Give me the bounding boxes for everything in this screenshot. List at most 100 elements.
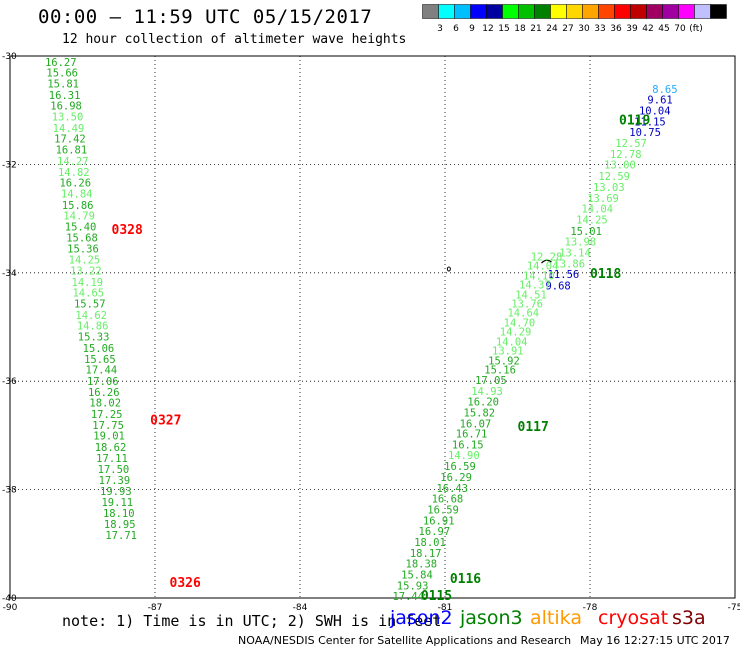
wave-height-value: 18.01: [414, 537, 446, 549]
wave-height-value: 14.51: [515, 289, 547, 301]
lat-tick-label: -36: [2, 377, 17, 387]
wave-height-value: 18.95: [104, 519, 136, 531]
map-subtitle: 12 hour collection of altimeter wave hei…: [62, 32, 407, 47]
lat-tick-label: -30: [2, 52, 17, 62]
wave-height-value: 15.36: [67, 244, 99, 256]
wave-height-value: 13.50: [52, 111, 84, 123]
lon-tick-label: -81: [438, 603, 453, 612]
lon-tick-label: -84: [293, 603, 308, 612]
wave-height-value: 14.49: [53, 123, 85, 135]
wave-height-value: 14.10: [523, 270, 555, 282]
colorbar-label: 24: [546, 24, 558, 34]
wave-height-value: 13.14: [559, 248, 591, 260]
wave-height-value: 15.82: [464, 407, 496, 419]
wave-height-value: 16.81: [56, 145, 88, 157]
wave-height-value: 18.02: [89, 398, 121, 410]
wave-height-value: 15.65: [84, 354, 116, 366]
wave-height-value: 15.33: [78, 332, 110, 344]
wave-height-value: 14.62: [75, 310, 107, 322]
pass-label: 0116: [450, 572, 481, 587]
wave-height-value: 8.65: [652, 84, 677, 96]
colorbar-label: 21: [530, 24, 541, 34]
wave-height-value: 15.81: [47, 78, 79, 90]
island-outline: [541, 259, 552, 264]
wave-height-value: 15.06: [83, 343, 115, 355]
colorbar-label: 45: [658, 24, 669, 34]
wave-height-value: 18.62: [95, 442, 127, 454]
wave-height-value: 14.04: [527, 261, 559, 273]
wave-height-value: 15.40: [65, 222, 97, 234]
lon-tick-label: -90: [3, 603, 18, 612]
wave-height-value: 12.59: [598, 171, 630, 183]
wave-height-value: 13.98: [565, 237, 597, 249]
pass-label: 0119: [619, 113, 650, 128]
wave-height-value: 14.27: [57, 156, 89, 168]
colorbar-label: 39: [626, 24, 638, 34]
wave-height-value: 13.22: [70, 265, 102, 277]
pass-label: 0328: [112, 223, 143, 238]
wave-height-value: 17.05: [475, 375, 507, 387]
wave-height-value: 9.61: [647, 95, 672, 107]
wave-height-value: 11.15: [634, 116, 666, 128]
wave-height-value: 14.90: [448, 450, 480, 462]
wave-height-value: 16.29: [440, 472, 472, 484]
map-title: 00:00 – 11:59 UTC 05/15/2017: [38, 6, 373, 28]
wave-height-value: 15.86: [62, 200, 94, 212]
wave-height-value: 18.17: [410, 548, 442, 560]
wave-height-value: 14.25: [576, 214, 608, 226]
generated-timestamp: May 16 12:27:15 UTC 2017: [580, 634, 730, 647]
lat-tick-label: -38: [2, 486, 17, 496]
wave-height-value: 16.91: [423, 515, 455, 527]
wave-height-value: 14.25: [69, 255, 101, 267]
colorbar-label: 15: [498, 24, 509, 34]
pass-label: 0118: [590, 267, 621, 282]
wave-height-value: 15.01: [570, 226, 602, 238]
wave-height-value: 14.86: [77, 321, 109, 333]
wave-height-value: 15.84: [401, 569, 433, 581]
wave-height-value: 14.70: [504, 317, 536, 329]
colorbar-label: (ft): [689, 24, 703, 34]
wave-height-value: 13.76: [511, 298, 543, 310]
wave-height-value: 15.66: [46, 68, 78, 80]
legend-entry-s3a: s3a: [672, 607, 706, 629]
legend-entry-altika: altika: [530, 607, 582, 629]
wave-height-value: 14.04: [581, 204, 613, 216]
colorbar-label: 42: [642, 24, 653, 34]
wave-height-value: 16.26: [59, 178, 91, 190]
wave-height-value: 16.07: [460, 418, 492, 430]
legend-entry-jason3: jason3: [460, 607, 523, 629]
wave-height-value: 13.03: [593, 182, 625, 194]
lat-tick-label: -32: [2, 160, 17, 170]
wave-height-value: 17.39: [99, 475, 131, 487]
wave-height-value: 14.79: [63, 211, 95, 223]
wave-height-value: 17.44: [86, 365, 118, 377]
wave-height-value: 10.75: [629, 127, 661, 139]
wave-height-value: 16.31: [49, 90, 81, 102]
wave-height-value: 13.86: [553, 258, 585, 270]
pass-label: 0327: [150, 414, 181, 429]
wave-height-value: 16.59: [427, 504, 459, 516]
wave-height-value: 16.27: [45, 57, 77, 69]
legend-entry-jason2: jason2: [390, 607, 453, 629]
lon-tick-label: -78: [583, 603, 598, 612]
wave-height-value: 16.15: [452, 439, 484, 451]
colorbar-label: 9: [469, 24, 475, 34]
colorbar-label: 36: [610, 24, 622, 34]
wave-height-value: 15.57: [74, 298, 106, 310]
wave-height-value: 13.91: [492, 346, 524, 358]
wave-height-colorbar: 3 6 9 12 15 18 21 24 27 30 33 36 39 42 45 70 (ft): [422, 4, 727, 34]
units-note: note: 1) Time is in UTC; 2) SWH is in fe…: [62, 612, 442, 630]
wave-height-value: 14.37: [519, 280, 551, 292]
wave-height-value: 11.56: [548, 269, 580, 281]
wave-height-value: 14.84: [61, 188, 93, 200]
wave-height-value: 17.44: [392, 591, 424, 603]
colorbar-label: 3: [437, 24, 443, 34]
wave-height-value: 16.68: [432, 494, 464, 506]
wave-height-value: 15.68: [66, 232, 98, 244]
colorbar-label: 33: [594, 24, 605, 34]
wave-height-value: 14.82: [58, 167, 90, 179]
wave-height-value: 17.71: [105, 530, 137, 542]
wave-height-value: 14.65: [72, 288, 104, 300]
wave-height-value: 19.11: [101, 497, 133, 509]
map-frame: [9, 55, 736, 599]
